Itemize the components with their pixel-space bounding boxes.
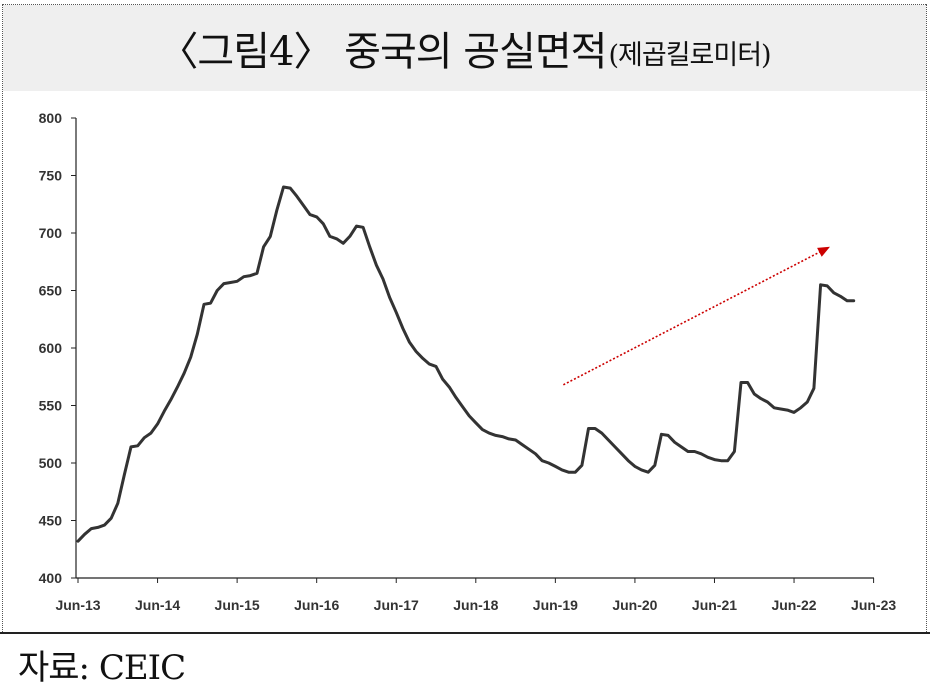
y-tick-label: 550 <box>39 398 63 414</box>
x-tick-label: Jun-15 <box>215 597 260 613</box>
y-tick-label: 400 <box>39 570 63 586</box>
x-tick-label: Jun-16 <box>294 597 339 613</box>
x-tick-label: Jun-13 <box>55 597 100 613</box>
y-tick-label: 650 <box>39 283 63 299</box>
x-axis-ticks: Jun-13 Jun-14 Jun-15 Jun-16 Jun-17 Jun-18 Jun-… <box>55 578 896 613</box>
x-tick-label: Jun-22 <box>771 597 816 613</box>
y-tick-label: 800 <box>39 110 63 126</box>
y-tick-label: 600 <box>39 340 63 356</box>
left-border <box>2 4 3 632</box>
axes <box>75 118 874 579</box>
x-tick-label: Jun-18 <box>453 597 498 613</box>
x-tick-label: Jun-21 <box>692 597 737 613</box>
chart-title: 〈그림4〉 중국의 공실면적 <box>158 29 607 75</box>
y-axis-ticks: 400 450 500 550 600 650 700 750 800 <box>39 110 76 586</box>
trend-arrow-head <box>817 246 830 257</box>
y-tick-label: 750 <box>39 168 63 184</box>
annotation-group <box>562 246 830 386</box>
x-tick-label: Jun-17 <box>374 597 419 613</box>
y-tick-label: 500 <box>39 455 63 471</box>
right-border <box>926 4 927 632</box>
chart-frame <box>0 632 930 634</box>
x-tick-label: Jun-23 <box>851 597 896 613</box>
x-tick-label: Jun-20 <box>612 597 657 613</box>
y-tick-label: 700 <box>39 225 63 241</box>
trend-arrow-line <box>562 249 825 386</box>
series-group <box>76 185 856 543</box>
x-tick-label: Jun-19 <box>533 597 578 613</box>
source-note: 자료: CEIC <box>18 648 186 688</box>
chart-title-unit: (제곱킬로미터) <box>608 39 771 71</box>
title-band: 〈그림4〉 중국의 공실면적 (제곱킬로미터) <box>3 5 926 91</box>
line-chart: 400 450 500 550 600 650 700 750 800 Jun-13 Jun-14… <box>39 110 897 613</box>
x-tick-label: Jun-14 <box>135 597 180 613</box>
y-tick-label: 450 <box>39 513 63 529</box>
series-line <box>76 185 856 543</box>
top-border <box>2 4 926 5</box>
